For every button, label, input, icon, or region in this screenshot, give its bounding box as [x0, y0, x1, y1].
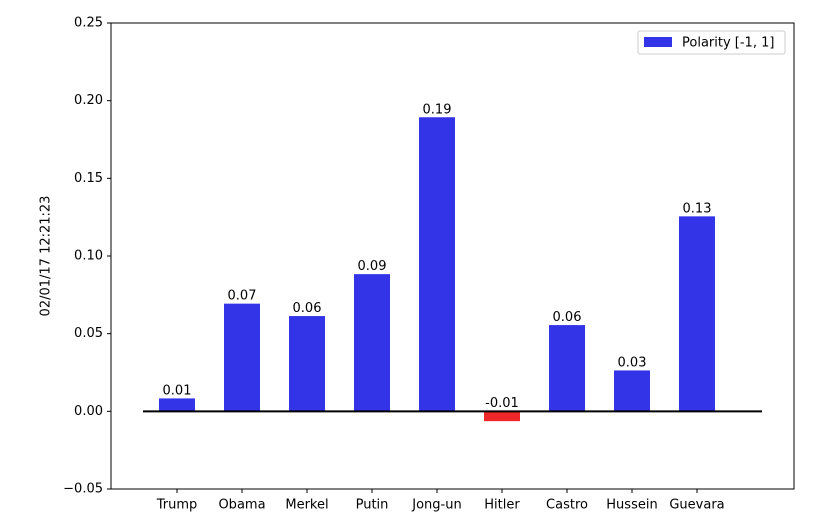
- value-label: 0.06: [553, 310, 582, 325]
- legend-box: [637, 30, 786, 55]
- bar: [159, 398, 195, 412]
- bar: [679, 216, 715, 412]
- x-tick-label: Merkel: [285, 498, 328, 513]
- value-label: 0.03: [618, 355, 647, 370]
- x-tick-label: Jong-un: [411, 498, 461, 513]
- bar: [289, 316, 325, 412]
- y-tick-label: 0.10: [74, 249, 103, 264]
- value-label: 0.07: [228, 289, 257, 304]
- y-tick-label: 0.00: [74, 404, 103, 419]
- plot-frame: [110, 22, 795, 490]
- x-tick-label: Trump: [156, 498, 198, 513]
- value-label: 0.06: [293, 301, 322, 316]
- value-label: 0.13: [683, 201, 712, 216]
- value-label: 0.09: [358, 259, 387, 274]
- y-tick-label: 0.20: [74, 93, 103, 108]
- y-tick-label: 0.05: [74, 326, 103, 341]
- bar: [614, 370, 650, 412]
- x-tick-label: Obama: [218, 498, 265, 513]
- bar: [484, 410, 520, 422]
- value-label: 0.19: [423, 102, 452, 117]
- x-tick-label: Hitler: [484, 498, 520, 513]
- y-tick-label: 0.15: [74, 171, 103, 186]
- y-tick-label: −0.05: [63, 482, 103, 497]
- value-label: 0.01: [163, 383, 192, 398]
- legend-label: Polarity [-1, 1]: [682, 36, 774, 51]
- value-label: -0.01: [485, 396, 519, 411]
- legend-swatch: [644, 37, 672, 47]
- y-axis-label: 02/01/17 12:21:23: [39, 196, 54, 317]
- y-tick-label: 0.25: [74, 16, 103, 31]
- bar: [224, 303, 260, 412]
- x-tick-label: Guevara: [669, 498, 724, 513]
- bar: [354, 274, 390, 412]
- x-tick-label: Castro: [546, 498, 588, 513]
- x-tick-label: Putin: [356, 498, 389, 513]
- bar: [549, 325, 585, 412]
- bar: [419, 117, 455, 412]
- x-tick-label: Hussein: [606, 498, 657, 513]
